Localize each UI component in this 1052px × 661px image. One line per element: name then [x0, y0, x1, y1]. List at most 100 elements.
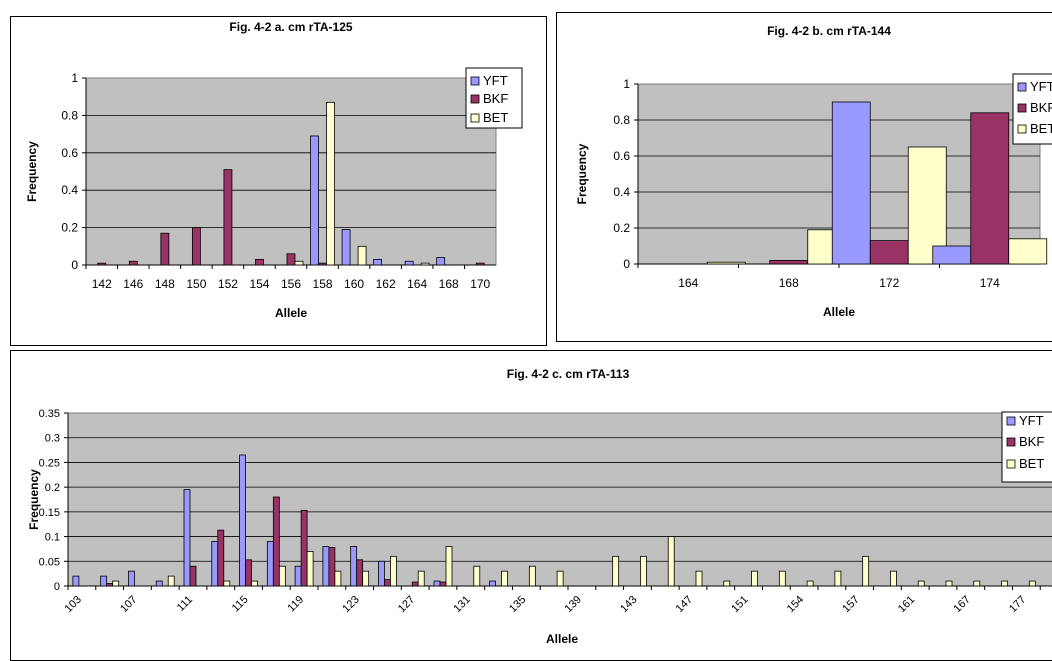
bar-bkf	[97, 262, 107, 266]
bar-bkf	[411, 581, 419, 587]
legend-label-bet: BET	[1019, 456, 1044, 471]
bar-bkf	[439, 581, 447, 587]
y-tick-label: 0.2	[61, 221, 78, 235]
y-tick-label: 0.6	[613, 149, 630, 163]
legend-swatch-bet	[1006, 459, 1016, 469]
bar-bkf	[300, 509, 308, 587]
legend-label-bkf: BKF	[483, 91, 508, 106]
bar-bkf	[191, 227, 201, 266]
legend-label-bkf: BKF	[1019, 434, 1044, 449]
bar-yft	[100, 575, 108, 587]
bar-yft	[831, 101, 871, 265]
bar-yft	[128, 570, 135, 587]
bar-yft	[404, 260, 414, 266]
bar-bet	[695, 570, 703, 587]
bar-bet	[334, 570, 342, 587]
x-tick-label: 154	[249, 277, 269, 291]
x-axis-label: Allele	[275, 306, 307, 320]
chart-b: Fig. 4-2 b. cm rTA-144 0 0.2 0.4 0.6 0.8 1 164 1…	[556, 12, 1052, 342]
chart-title: Fig. 4-2 a. cm rTA-125	[229, 20, 352, 34]
legend-label-bkf: BKF	[1030, 100, 1052, 115]
legend-label-yft: YFT	[1019, 413, 1044, 428]
bar-yft	[489, 580, 496, 587]
bar-bkf	[328, 547, 336, 587]
bar-yft	[436, 257, 446, 266]
bar-bkf	[245, 559, 252, 587]
bar-bet	[907, 146, 947, 265]
bar-yft	[239, 454, 246, 587]
bar-bkf	[189, 565, 197, 587]
y-tick-label: 0.2	[45, 482, 60, 494]
bar-bkf	[769, 259, 809, 265]
bar-yft	[373, 258, 383, 266]
y-tick-label: 0.35	[39, 408, 60, 420]
x-axis-label: Allele	[823, 305, 855, 319]
bar-bet	[167, 575, 175, 587]
bar-yft	[183, 489, 191, 587]
bar-yft	[433, 580, 441, 587]
y-tick-label: 0.8	[613, 113, 630, 127]
y-tick-label: 0.8	[61, 108, 78, 122]
bar-yft	[932, 245, 972, 265]
bar-bet	[945, 580, 953, 587]
y-tick-label: 0.4	[61, 183, 78, 197]
bar-bet	[917, 580, 925, 587]
legend-swatch-bet	[470, 113, 480, 123]
bar-bkf	[286, 253, 296, 266]
bar-bkf	[869, 240, 909, 265]
bar-bkf	[160, 232, 170, 266]
bar-yft	[155, 580, 163, 587]
y-tick-label: 0.2	[613, 221, 630, 235]
bar-bet	[362, 570, 370, 587]
legend-swatch-bkf	[1006, 437, 1016, 447]
y-tick-label: 0.1	[45, 532, 60, 544]
legend-swatch-yft	[1006, 416, 1016, 426]
bar-bet	[1008, 238, 1048, 265]
bar-bet	[473, 565, 481, 587]
y-tick-label: 0.6	[61, 146, 78, 160]
chart-panel-b: Fig. 4-2 b. cm rTA-144 0 0.2 0.4 0.6 0.8 1 164 1…	[556, 12, 1052, 342]
bar-bet	[112, 580, 120, 587]
bar-yft	[310, 135, 319, 266]
y-tick-label: 0	[71, 258, 78, 272]
plot-area	[67, 412, 1052, 587]
bar-yft	[294, 565, 302, 587]
x-tick-label: 162	[376, 277, 396, 291]
chart-c: Fig. 4-2 c. cm rTA-113 0 0.05 0.1 0.15 0.2 0.2…	[10, 350, 1052, 661]
plot-area	[85, 77, 497, 266]
y-tick-label: 0.4	[613, 185, 630, 199]
x-tick-label: 152	[218, 277, 238, 291]
y-axis-label: Frequency	[27, 469, 41, 530]
bar-bet	[501, 570, 508, 587]
bar-bet	[723, 580, 731, 587]
bar-yft	[211, 541, 219, 587]
legend-label-bet: BET	[1030, 121, 1052, 136]
bar-yft	[266, 541, 274, 587]
bar-bet	[294, 260, 304, 266]
chart-panel-a: Fig. 4-2 a. cm rTA-125 0 0.2 0.4 0.6 0.8 1 142 1…	[10, 16, 547, 346]
bar-bet	[223, 580, 231, 587]
bar-bet	[1028, 580, 1036, 587]
bar-bet	[706, 261, 746, 265]
bar-bet	[667, 536, 675, 587]
bar-bkf	[255, 258, 264, 266]
y-tick-label: 0.15	[39, 507, 60, 519]
y-tick-label: 0	[54, 581, 60, 593]
bar-bet	[1001, 580, 1008, 587]
x-tick-label: 150	[186, 277, 206, 291]
x-tick-label: 148	[155, 277, 175, 291]
bar-bet	[306, 550, 314, 587]
bar-bet	[612, 555, 620, 587]
bar-bet	[251, 580, 258, 587]
y-tick-label: 1	[71, 71, 78, 85]
x-tick-label: 164	[407, 277, 427, 291]
legend-swatch-bkf	[1017, 103, 1027, 113]
bar-bet	[862, 555, 870, 587]
x-tick-label: 168	[439, 277, 459, 291]
legend-label-yft: YFT	[1030, 79, 1052, 94]
bar-bkf	[384, 579, 391, 587]
bar-yft	[341, 229, 351, 266]
bar-bkf	[223, 169, 233, 266]
bar-bkf	[318, 262, 327, 266]
y-tick-label: 1	[623, 77, 630, 91]
